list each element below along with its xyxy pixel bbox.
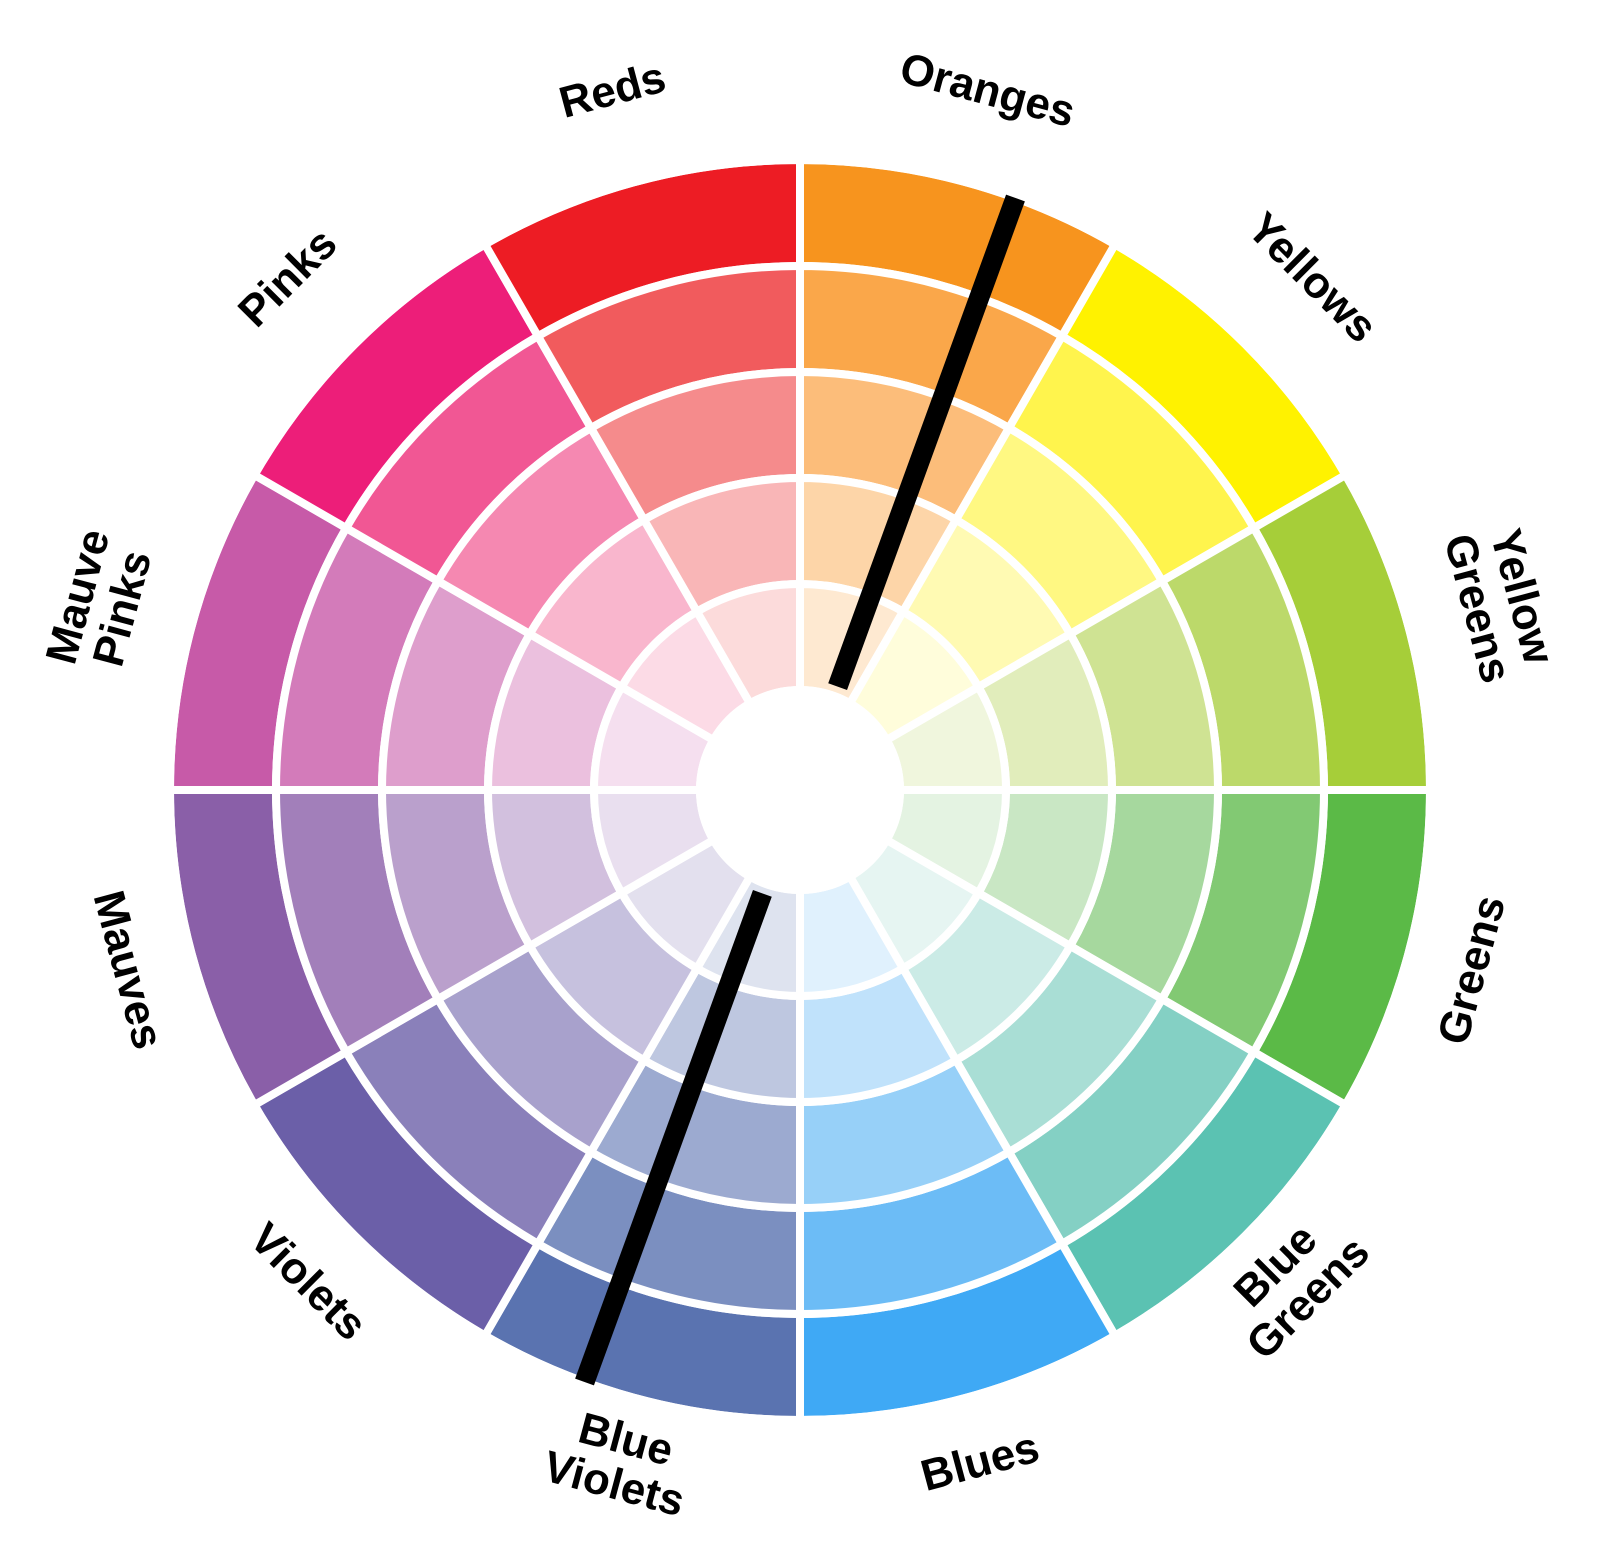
label-blue-violets: BlueViolets <box>538 1397 701 1526</box>
label-yellow-greens: YellowGreens <box>1434 517 1565 688</box>
wheel-center <box>704 694 896 886</box>
color-wheel: OrangesYellowsYellowGreensGreensBlueGree… <box>0 0 1600 1554</box>
label-greens: Greens <box>1429 890 1516 1049</box>
label-reds: Reds <box>554 53 671 128</box>
label-oranges: Oranges <box>895 43 1080 137</box>
label-yellows: Yellows <box>1238 203 1387 352</box>
label-pinks: Pinks <box>229 219 347 337</box>
label-mauve-pinks: MauvePinks <box>37 524 164 681</box>
label-mauves: Mauves <box>84 886 173 1055</box>
label-blues: Blues <box>916 1423 1044 1501</box>
